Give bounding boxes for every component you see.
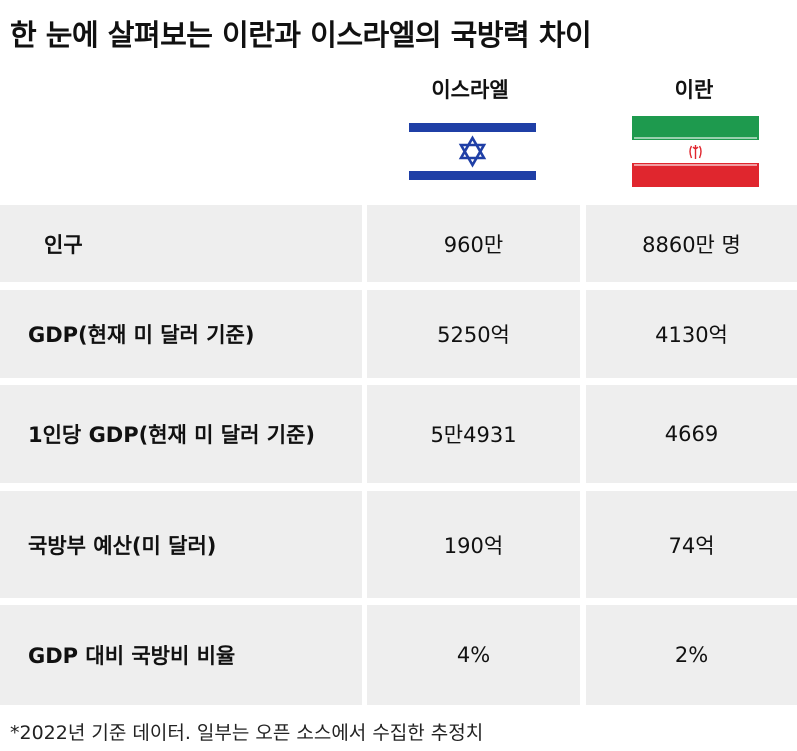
table-row: 인구 960만 8860만 명 [0, 205, 797, 282]
column-header-iran: 이란 [674, 78, 714, 102]
row-label: 1인당 GDP(현재 미 달러 기준) [0, 385, 362, 483]
iran-value: 2% [586, 605, 797, 705]
footnote: *2022년 기준 데이터. 일부는 오픈 소스에서 수집한 추정치 [10, 722, 484, 744]
israel-value: 5250억 [367, 290, 580, 378]
iran-value: 8860만 명 [586, 205, 797, 282]
israel-flag-icon [409, 116, 536, 187]
iran-flag-icon [632, 116, 759, 187]
israel-value: 190억 [367, 491, 580, 598]
israel-value: 960만 [367, 205, 580, 282]
iran-value: 4669 [586, 385, 797, 483]
row-label: GDP 대비 국방비 비율 [0, 605, 362, 705]
row-label: GDP(현재 미 달러 기준) [0, 290, 362, 378]
table-row: GDP 대비 국방비 비율 4% 2% [0, 605, 797, 705]
table-row: 1인당 GDP(현재 미 달러 기준) 5만4931 4669 [0, 385, 797, 483]
page-title: 한 눈에 살펴보는 이란과 이스라엘의 국방력 차이 [10, 18, 592, 52]
table-row: 국방부 예산(미 달러) 190억 74억 [0, 491, 797, 598]
column-header-israel: 이스라엘 [431, 78, 509, 102]
israel-value: 5만4931 [367, 385, 580, 483]
row-label: 인구 [0, 205, 362, 282]
israel-value: 4% [367, 605, 580, 705]
table-row: GDP(현재 미 달러 기준) 5250억 4130억 [0, 290, 797, 378]
row-label: 국방부 예산(미 달러) [0, 491, 362, 598]
iran-value: 74억 [586, 491, 797, 598]
iran-value: 4130억 [586, 290, 797, 378]
